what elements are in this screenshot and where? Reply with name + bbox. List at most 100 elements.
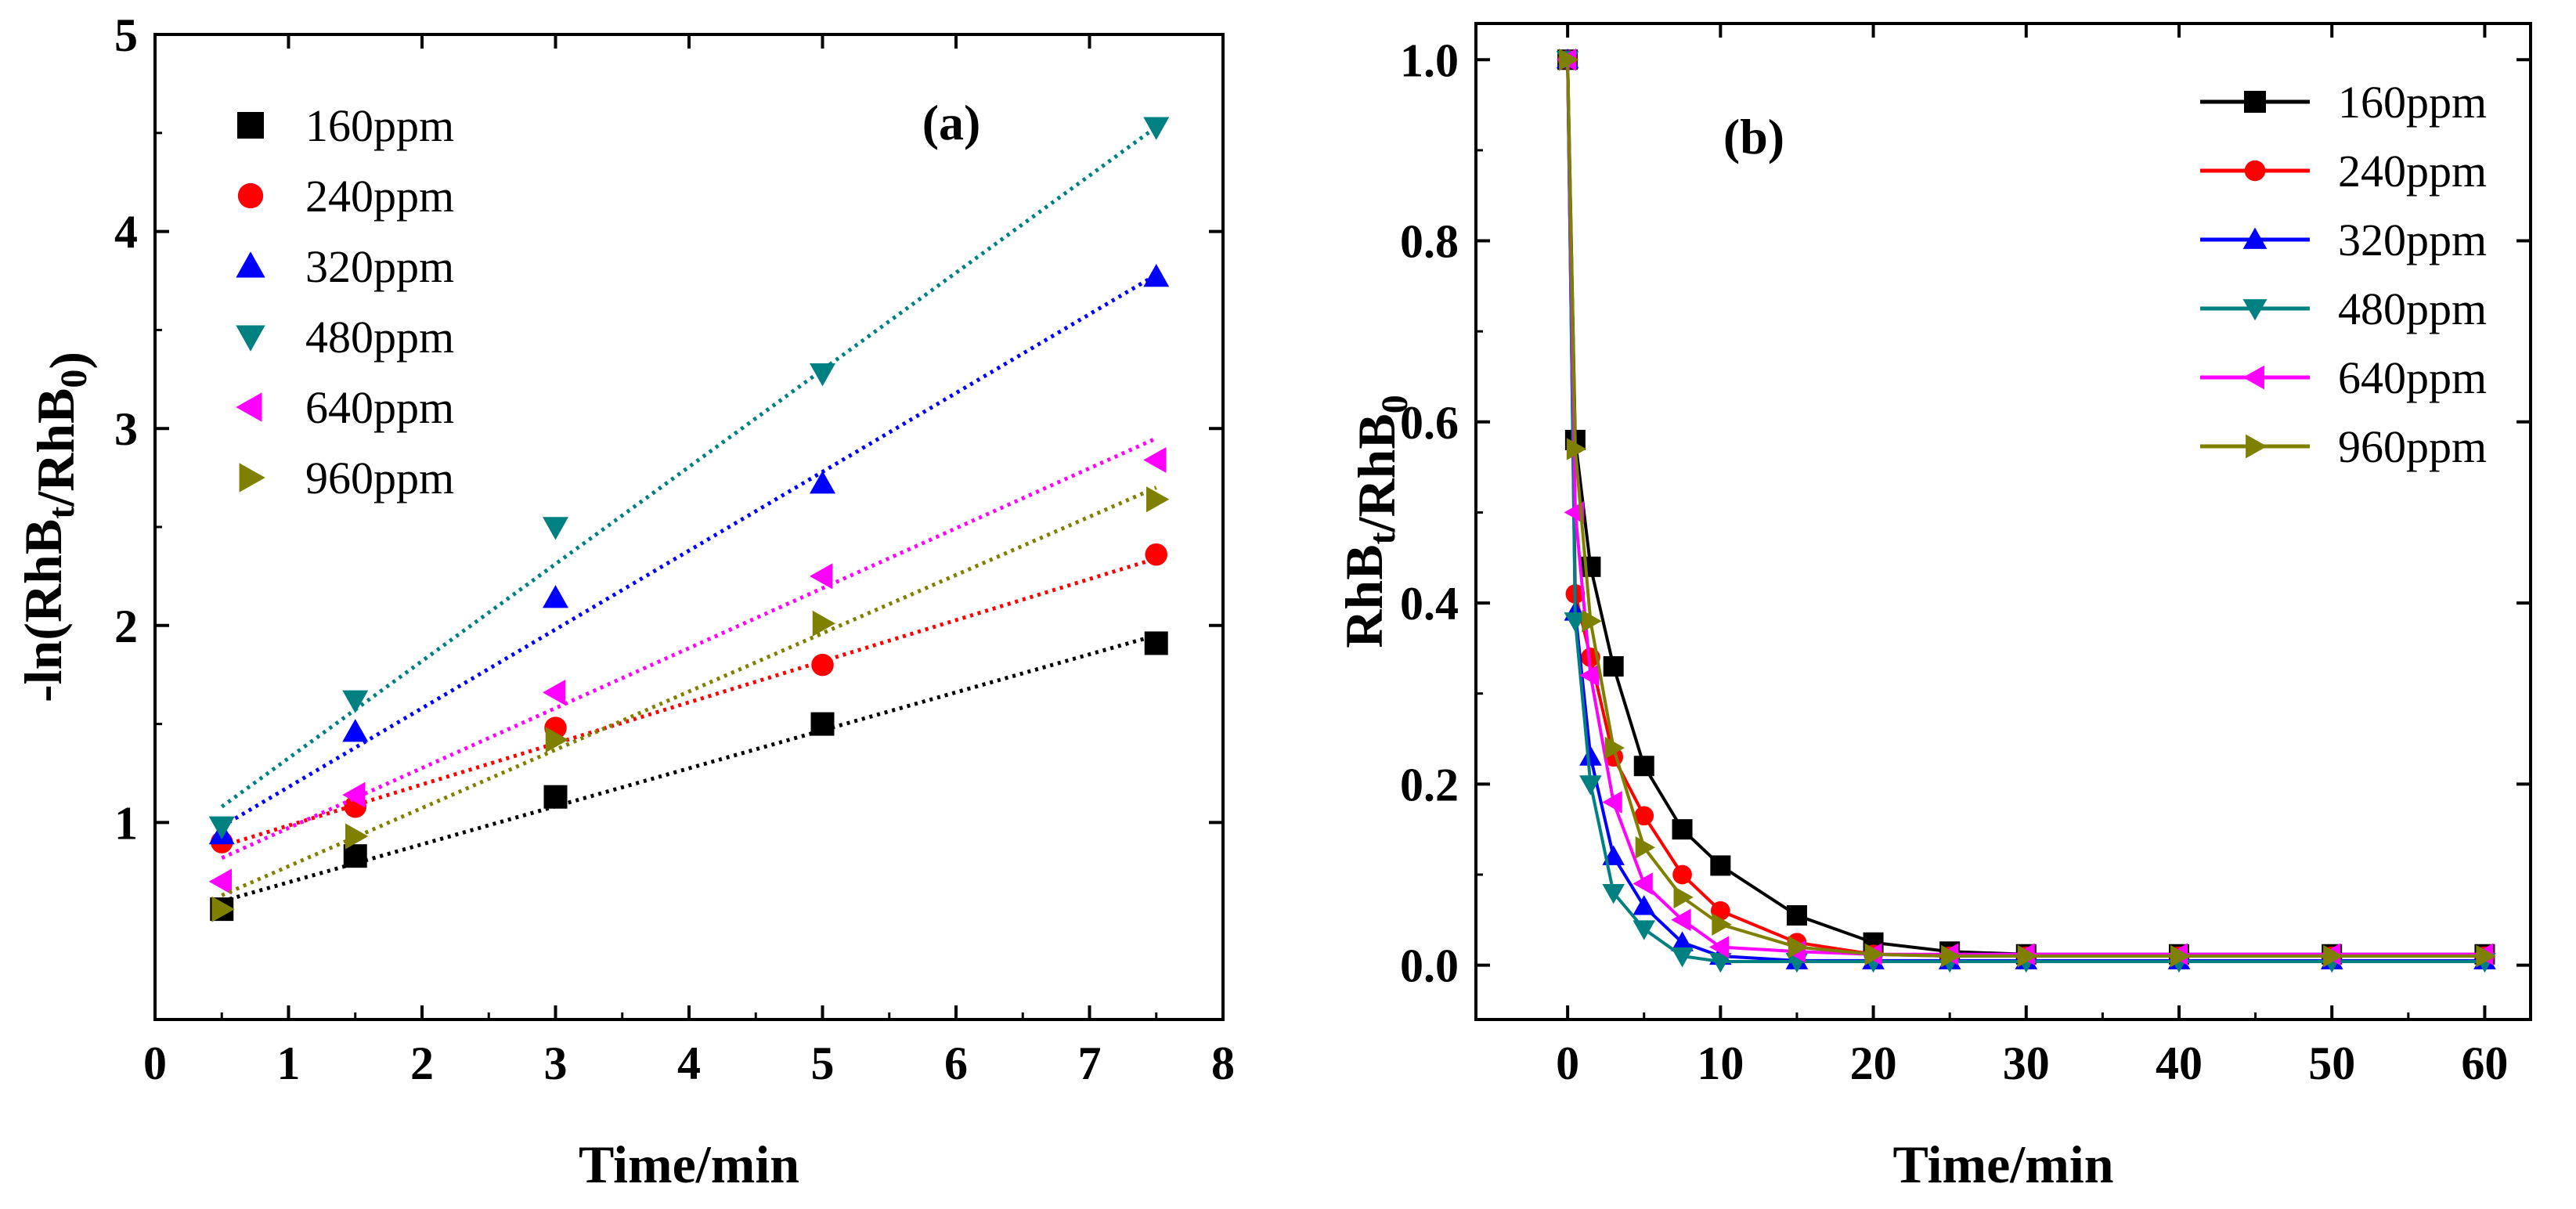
data-point-960ppm [1566,438,1587,460]
data-point-160ppm [1786,905,1807,926]
x-axis-label-b: Time/min [1892,1135,2113,1194]
legend-label: 480ppm [305,312,454,363]
legend-marker [2244,160,2266,182]
legend-marker [236,392,262,422]
fit-line-960ppm [221,485,1157,897]
data-point-480ppm [810,363,835,387]
chart-panel-a: 0 1 2 3 4 5 6 7 812345Time/min-ln(RhBt/RhB0)160p… [13,9,1235,1194]
data-point-480ppm [1579,775,1602,796]
x-tick-label-b: 60 [2461,1038,2508,1089]
legend-marker [239,463,265,493]
series-line-480ppm [1566,60,2485,963]
data-point-640ppm [208,868,232,895]
legend-marker [2244,91,2266,113]
data-point-640ppm [1579,664,1600,687]
data-point-960ppm [211,896,235,922]
fit-line-640ppm [221,436,1157,860]
x-tick-label-a: 5 [811,1038,835,1089]
data-point-160ppm [1710,855,1731,876]
data-point-320ppm [1579,745,1602,766]
plot-frame-b [1474,22,2532,1021]
data-point-160ppm [343,844,367,868]
y-axis-label-part: ) [38,352,98,370]
data-point-960ppm [1604,736,1625,760]
data-point-160ppm [1672,819,1693,840]
y-axis-label-subscript: t [41,507,82,519]
x-tick-label-a: 2 [410,1038,434,1089]
legend-marker [2242,365,2264,390]
x-tick-label-b: 40 [2156,1038,2203,1089]
data-point-960ppm [1712,913,1732,936]
data-point-480ppm [1143,117,1170,140]
data-point-960ppm [1582,609,1602,633]
legend-marker [236,325,265,352]
y-tick-label-a: 2 [114,601,138,652]
data-point-640ppm [1671,908,1691,932]
y-tick-label-b: 0.0 [1400,940,1459,992]
legend-marker [2242,299,2268,321]
legend-entry-b-240ppm: 240ppm [2200,146,2487,197]
data-point-960ppm [2017,944,2038,968]
data-point-960ppm [812,610,835,637]
y-axis-label-part: -ln(RhB [13,519,73,702]
data-point-960ppm [2323,944,2343,968]
x-tick-label-a: 6 [944,1038,968,1089]
data-point-320ppm [810,471,835,494]
x-tick-label-a: 4 [677,1038,701,1089]
x-tick-label-a: 8 [1211,1038,1235,1089]
legend-entry-a-240ppm: 240ppm [237,171,454,222]
legend-label: 160ppm [305,100,454,151]
data-point-960ppm [545,727,568,753]
legend-label: 960ppm [2338,421,2487,472]
y-tick-label-b: 0.6 [1400,397,1459,449]
legend-label: 480ppm [2338,283,2487,334]
y-tick-label-b: 0.8 [1400,216,1459,268]
data-point-480ppm [543,517,568,540]
data-point-480ppm [208,816,235,839]
data-point-960ppm [2476,944,2496,968]
legend-entry-b-160ppm: 160ppm [2200,77,2487,128]
data-point-320ppm [1143,263,1170,287]
x-axis-label-a: Time/min [579,1135,799,1194]
y-tick-label-b: 0.2 [1400,759,1459,810]
data-point-640ppm [543,679,566,706]
data-point-480ppm [1633,920,1656,940]
legend-label: 320ppm [305,241,454,292]
panel-label-a: (a) [922,95,981,150]
fit-line-240ppm [221,556,1157,848]
data-point-480ppm [1709,952,1732,973]
data-point-240ppm [811,653,834,677]
data-point-960ppm [1146,486,1170,513]
chart-panel-b: 0 10 20 30 40 50 60 0.0 0.2 0.4 0.6 0.8 1.0 Time/min R… [1334,22,2532,1194]
data-point-480ppm [1564,612,1587,633]
data-point-640ppm [342,781,366,808]
panel-label-b: (b) [1723,109,1784,164]
x-tick-label-b: 50 [2308,1038,2355,1089]
legend-entry-a-640ppm: 640ppm [236,382,454,433]
y-axis-label-a: -ln(RhBt/RhB0) [13,352,98,702]
x-tick-label-b: 30 [2003,1038,2050,1089]
legend-marker [2246,434,2268,459]
series-a-480ppm [208,117,1170,839]
data-point-160ppm [1603,656,1624,677]
legend-label: 640ppm [305,382,454,433]
legend-label: 320ppm [2338,215,2487,265]
data-point-320ppm [342,719,369,742]
data-point-960ppm [1559,48,1579,71]
data-point-240ppm [1634,806,1654,826]
y-tick-label-a: 4 [114,207,138,258]
data-point-160ppm [543,785,568,809]
legend-marker [236,251,265,278]
data-point-160ppm [1144,631,1168,655]
x-tick-label-b: 0 [1556,1038,1579,1089]
series-line-640ppm [1566,60,2485,956]
x-tick-label-b: 20 [1850,1038,1897,1089]
legend-entry-a-320ppm: 320ppm [236,241,454,292]
data-point-960ppm [1941,944,1961,968]
y-axis-label-part: /RhB [1347,413,1406,532]
x-tick-label-a: 1 [277,1038,301,1089]
y-axis-label-subscript: 0 [53,370,95,388]
data-point-960ppm [1673,886,1694,909]
